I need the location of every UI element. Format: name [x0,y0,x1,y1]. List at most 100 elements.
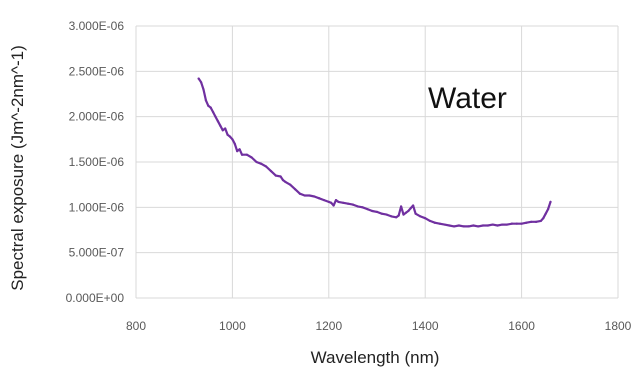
data-point [346,202,350,205]
data-point [260,162,263,165]
data-point [472,224,475,227]
data-point [501,223,504,226]
data-point [245,153,248,156]
data-point [404,211,408,214]
data-point [224,127,227,130]
data-point [491,223,494,226]
data-point [547,208,550,211]
data-point [375,210,379,213]
data-point [303,194,306,197]
data-point [342,201,345,204]
data-point [462,225,465,228]
data-point [419,215,422,218]
data-point [467,225,470,228]
data-point [322,198,326,202]
data-point [313,195,316,198]
y-tick-label: 0.000E+00 [66,291,125,305]
data-point [334,198,338,202]
data-point [265,165,268,168]
data-point [530,220,533,223]
data-point [486,224,489,227]
y-axis-ticks: 0.000E+00 5.000E-07 1.000E-06 1.500E-06 2.00… [66,19,125,305]
y-tick-label: 1.500E-06 [69,155,125,169]
data-point [293,188,297,191]
data-point [520,222,523,225]
data-point [209,106,212,109]
data-point [221,129,224,132]
data-point [281,179,285,182]
y-tick-label: 2.500E-06 [69,64,125,78]
data-point [366,208,369,211]
data-point [219,124,222,127]
data-points [197,77,552,228]
data-point [284,180,287,184]
data-point [197,77,200,80]
data-point [438,222,441,225]
data-point [385,213,388,216]
y-tick-label: 3.000E-06 [69,19,125,33]
data-point [212,111,215,114]
data-point [395,216,398,219]
data-point [448,224,451,227]
data-point [400,205,403,208]
data-point [402,213,405,216]
data-point [216,120,220,123]
data-point [199,81,203,84]
data-point [250,156,253,159]
data-point [337,200,340,203]
data-point [539,219,542,223]
data-point [356,205,359,208]
data-point [433,221,436,224]
data-point [202,88,205,91]
data-point [510,222,514,225]
x-tick-label: 1200 [315,319,342,333]
data-point [506,223,509,226]
data-point [414,212,417,215]
data-point [236,150,239,153]
data-point [380,212,383,215]
data-point [308,194,311,197]
data-point [409,207,412,210]
data-point [428,219,432,223]
data-point [330,201,333,204]
y-axis-title: Spectral exposure (Jm^-2nm^-1) [8,45,27,291]
data-point [371,209,374,213]
data-point [361,206,364,209]
data-point [332,204,335,207]
x-tick-label: 1000 [219,319,246,333]
y-tick-label: 1.000E-06 [69,200,125,214]
data-point [233,142,236,145]
x-tick-label: 1400 [412,319,439,333]
data-point [549,200,552,203]
data-point [407,209,410,213]
x-tick-label: 1800 [605,319,632,333]
x-axis-ticks: 800 1000 1200 1400 1600 1800 [126,319,632,333]
data-point [298,192,301,195]
data-point [274,174,277,177]
annotation-water: Water [428,82,507,115]
data-point [424,217,427,220]
x-tick-label: 800 [126,319,146,333]
data-point [238,148,241,151]
data-point [457,224,461,227]
data-point [269,169,273,173]
data-point [226,133,229,136]
gridlines [135,25,619,299]
data-point [279,175,282,178]
data-point [204,99,207,102]
data-point [255,160,258,164]
data-point [481,224,485,227]
y-tick-label: 5.000E-07 [69,246,125,260]
data-point [240,153,244,156]
data-point [318,197,321,200]
data-point [477,225,480,228]
data-point [351,203,354,206]
data-point [214,115,217,118]
data-point [443,223,446,226]
x-tick-label: 1600 [508,319,535,333]
data-point [390,215,393,218]
data-point [231,138,234,141]
data-point [397,214,400,217]
data-point [544,212,547,215]
